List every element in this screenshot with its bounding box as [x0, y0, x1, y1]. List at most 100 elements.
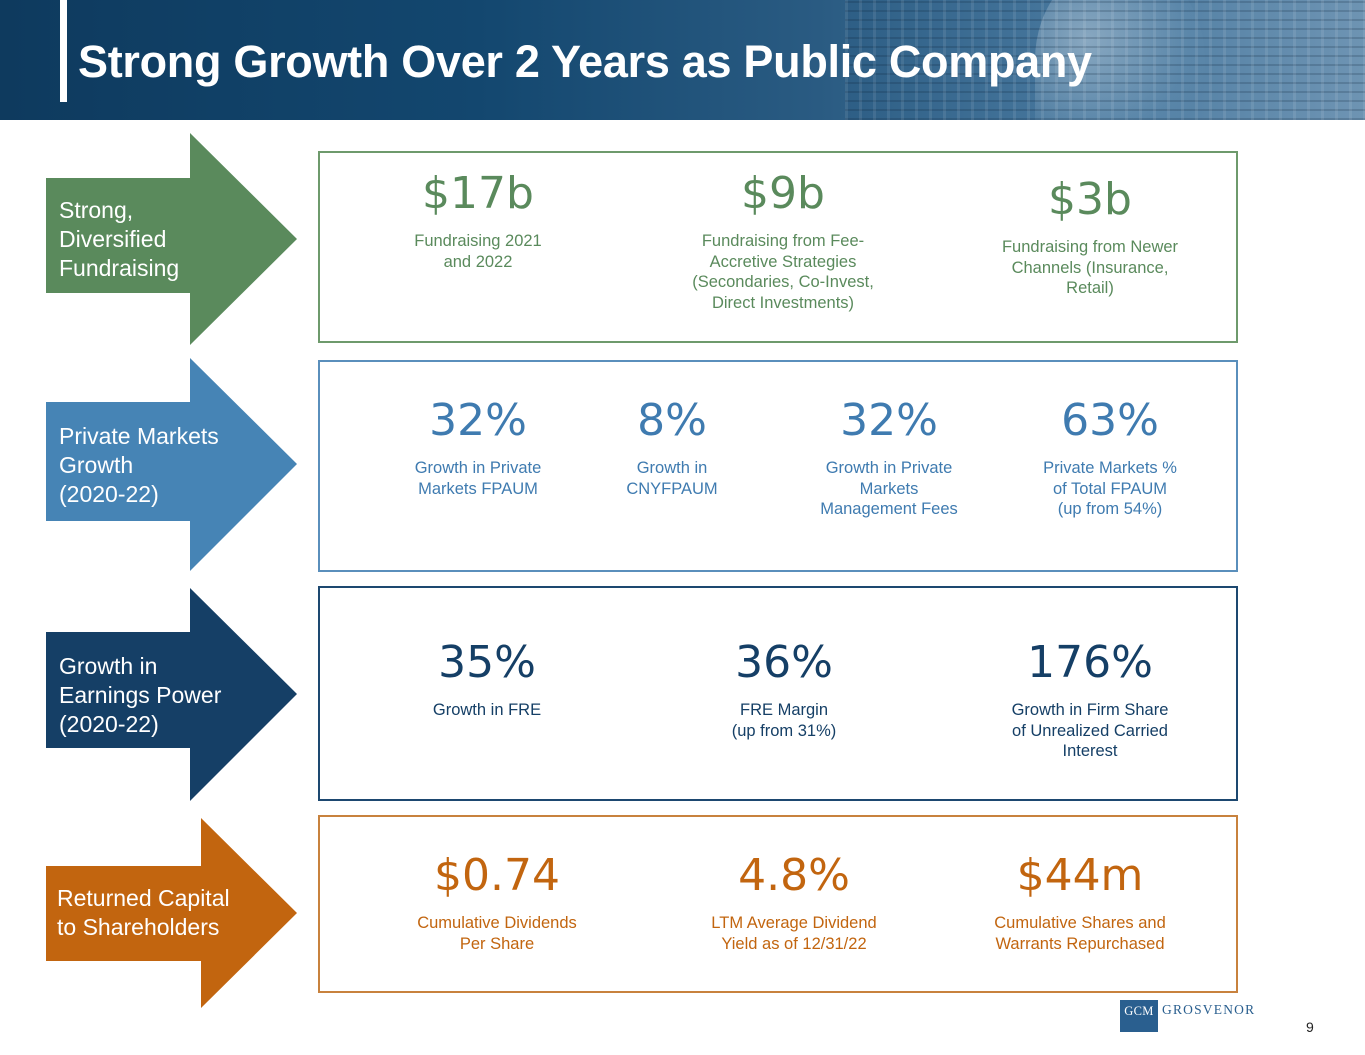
desc-line: Fundraising from Fee- [701, 232, 865, 250]
title-accent-bar [60, 0, 67, 102]
stat-fee-accretive: $9b Fundraising from Fee- Accretive Stra… [658, 167, 908, 313]
stat-value: 4.8% [738, 850, 850, 901]
page-title: Strong Growth Over 2 Years as Public Com… [78, 36, 1092, 87]
desc-line: Yield as of 12/31/22 [721, 934, 867, 953]
page-number: 9 [1306, 1019, 1314, 1035]
desc-line: Markets [859, 479, 919, 498]
label-line: Diversified [59, 226, 167, 252]
stat-description: Growth in Private Markets FPAUM [388, 458, 568, 499]
label-line: Growth [59, 452, 134, 478]
stat-value: $3b [1048, 174, 1132, 225]
stat-newer-channels: $3b Fundraising from Newer Channels (Ins… [970, 173, 1210, 299]
stat-fre-growth: 35% Growth in FRE [387, 636, 587, 721]
stat-pm-mgmt-fees-growth: 32% Growth in Private Markets Management… [794, 394, 984, 520]
stat-value: $44m [1016, 850, 1144, 901]
desc-line: FRE Margin [739, 701, 829, 719]
stat-value: 8% [637, 395, 707, 446]
returned-capital-box: $0.74 Cumulative Dividends Per Share 4.8… [318, 815, 1238, 993]
stat-value: $0.74 [434, 850, 560, 901]
desc-line: Growth in Private [825, 459, 953, 477]
label-line: (2020-22) [59, 711, 159, 737]
desc-line: Interest [1062, 742, 1118, 760]
stat-value: 176% [1027, 637, 1153, 688]
stat-value: $17b [422, 168, 534, 219]
building-facade-image [845, 0, 1365, 120]
desc-line: of Unrealized Carried [1012, 721, 1168, 740]
desc-line: Growth in FRE [432, 701, 542, 719]
desc-line: Private Markets % [1043, 459, 1177, 477]
desc-line: LTM Average Dividend [711, 914, 877, 932]
stat-shares-repurchased: $44m Cumulative Shares and Warrants Repu… [970, 849, 1190, 954]
desc-line: Growth in [636, 459, 708, 477]
earnings-power-arrow: Growth in Earnings Power (2020-22) [46, 588, 298, 801]
logo-mark: GCM [1120, 1000, 1158, 1032]
stat-description: Fundraising from Newer Channels (Insuran… [970, 237, 1210, 299]
stat-carried-interest-growth: 176% Growth in Firm Share of Unrealized … [980, 636, 1200, 762]
desc-line: Fundraising from Newer [1001, 238, 1179, 256]
desc-line: Cumulative Shares and [994, 914, 1166, 932]
stat-description: Fundraising from Fee- Accretive Strategi… [658, 231, 908, 313]
desc-line: Cumulative Dividends [417, 914, 577, 932]
private-markets-arrow-shape [46, 358, 297, 571]
desc-line: Accretive Strategies [709, 252, 857, 271]
private-markets-label: Private Markets Growth (2020-22) [59, 422, 219, 509]
desc-line: of Total FPAUM [1052, 479, 1167, 498]
stat-description: LTM Average Dividend Yield as of 12/31/2… [684, 913, 904, 954]
stat-description: Growth in CNYFPAUM [602, 458, 742, 499]
stat-cnyfpaum-growth: 8% Growth in CNYFPAUM [602, 394, 742, 499]
label-line: Private Markets [59, 423, 219, 449]
stat-pm-share-of-fpaum: 63% Private Markets % of Total FPAUM (up… [1018, 394, 1202, 520]
label-line: Earnings Power [59, 682, 222, 708]
earnings-power-box: 35% Growth in FRE 36% FRE Margin (up fro… [318, 586, 1238, 801]
stat-dividends-per-share: $0.74 Cumulative Dividends Per Share [397, 849, 597, 954]
desc-line: Growth in Private [414, 459, 542, 477]
label-line: to Shareholders [57, 914, 220, 940]
stat-pm-fpaum-growth: 32% Growth in Private Markets FPAUM [388, 394, 568, 499]
gcm-grosvenor-logo: GCM GROSVENOR [1120, 1000, 1255, 1032]
fundraising-box: $17b Fundraising 2021 and 2022 $9b Fundr… [318, 151, 1238, 343]
stat-fre-margin: 36% FRE Margin (up from 31%) [684, 636, 884, 741]
desc-line: Growth in Firm Share [1011, 701, 1169, 719]
desc-line: and 2022 [443, 252, 513, 271]
returned-capital-label: Returned Capital to Shareholders [57, 884, 230, 942]
stat-value: 35% [438, 637, 536, 688]
stat-description: Growth in Private Markets Management Fee… [794, 458, 984, 520]
desc-line: Retail) [1066, 279, 1114, 297]
desc-line: Fundraising 2021 [414, 232, 542, 250]
label-line: Returned Capital [57, 885, 230, 911]
stat-description: Private Markets % of Total FPAUM (up fro… [1018, 458, 1202, 520]
stat-description: FRE Margin (up from 31%) [684, 700, 884, 741]
stat-description: Growth in Firm Share of Unrealized Carri… [980, 700, 1200, 762]
desc-line: Per Share [459, 934, 535, 953]
returned-capital-arrow: Returned Capital to Shareholders [46, 818, 298, 1008]
earnings-power-label: Growth in Earnings Power (2020-22) [59, 652, 221, 739]
desc-line: CNYFPAUM [626, 479, 718, 498]
stat-value: $9b [741, 168, 825, 219]
stat-description: Growth in FRE [387, 700, 587, 721]
label-line: (2020-22) [59, 481, 159, 507]
label-line: Strong, [59, 197, 134, 223]
stat-dividend-yield: 4.8% LTM Average Dividend Yield as of 12… [684, 849, 904, 954]
desc-line: Channels (Insurance, [1011, 258, 1169, 277]
desc-line: Management Fees [820, 500, 958, 518]
desc-line: Markets FPAUM [418, 479, 538, 498]
header-banner: Strong Growth Over 2 Years as Public Com… [0, 0, 1365, 120]
fundraising-label: Strong, Diversified Fundraising [59, 196, 179, 283]
desc-line: (up from 54%) [1057, 500, 1163, 518]
label-line: Fundraising [59, 255, 180, 281]
fundraising-arrow-shape [46, 133, 297, 345]
building-image [1035, 0, 1205, 120]
desc-line: Warrants Repurchased [995, 934, 1165, 953]
stat-description: Fundraising 2021 and 2022 [378, 231, 578, 272]
stat-fundraising-total: $17b Fundraising 2021 and 2022 [378, 167, 578, 272]
desc-line: (Secondaries, Co-Invest, [692, 273, 874, 291]
stat-description: Cumulative Dividends Per Share [397, 913, 597, 954]
stat-value: 63% [1061, 395, 1159, 446]
desc-line: (up from 31%) [731, 721, 837, 740]
private-markets-arrow: Private Markets Growth (2020-22) [46, 358, 298, 571]
fundraising-arrow: Strong, Diversified Fundraising [46, 133, 298, 345]
logo-wordmark: GROSVENOR [1162, 1002, 1256, 1017]
stat-description: Cumulative Shares and Warrants Repurchas… [970, 913, 1190, 954]
stat-value: 32% [429, 395, 527, 446]
private-markets-box: 32% Growth in Private Markets FPAUM 8% G… [318, 360, 1238, 572]
